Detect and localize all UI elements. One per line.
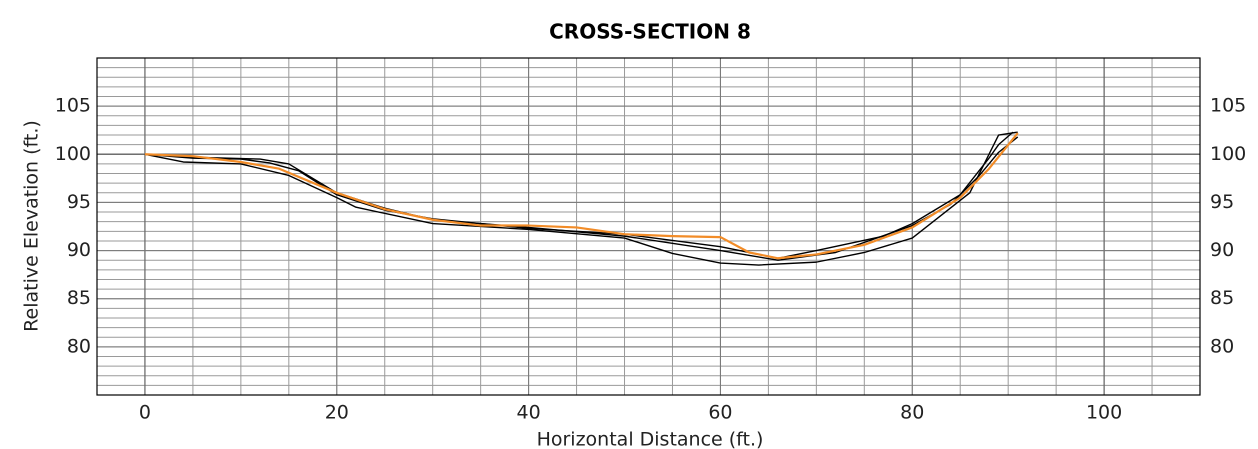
- plot-frame: [96, 57, 1201, 396]
- series-line: [144, 132, 1019, 260]
- series-line: [144, 131, 1014, 259]
- y-tick-label: 105: [55, 95, 91, 117]
- x-tick-label: 80: [900, 402, 924, 424]
- series-line: [144, 131, 1018, 266]
- y-tick-label: 85: [67, 287, 91, 309]
- y-tick-label-right: 85: [1210, 287, 1234, 309]
- x-tick-label: 100: [1086, 402, 1122, 424]
- x-axis-label: Horizontal Distance (ft.): [537, 429, 764, 449]
- series-line: [144, 136, 1019, 261]
- y-tick-label: 90: [67, 239, 91, 261]
- y-tick-label-right: 100: [1210, 143, 1246, 165]
- chart-title: CROSS-SECTION 8: [549, 20, 751, 44]
- y-tick-label-right: 95: [1210, 191, 1234, 213]
- y-tick-label-right: 90: [1210, 239, 1234, 261]
- x-tick-label: 0: [139, 402, 151, 424]
- y-tick-label: 95: [67, 191, 91, 213]
- y-tick-label-right: 80: [1210, 335, 1234, 357]
- y-tick-label: 80: [67, 335, 91, 357]
- y-axis-label: Relative Elevation (ft.): [21, 120, 43, 332]
- y-tick-label-right: 105: [1210, 95, 1246, 117]
- x-tick-label: 20: [325, 402, 349, 424]
- x-tick-label: 40: [517, 402, 541, 424]
- y-tick-label: 100: [55, 143, 91, 165]
- x-tick-label: 60: [708, 402, 732, 424]
